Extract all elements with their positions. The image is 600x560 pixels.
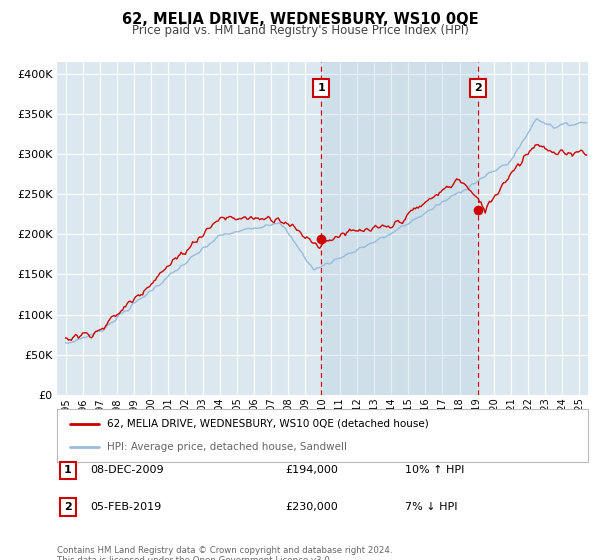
Text: 1: 1: [317, 83, 325, 94]
Text: HPI: Average price, detached house, Sandwell: HPI: Average price, detached house, Sand…: [107, 442, 347, 452]
Text: 62, MELIA DRIVE, WEDNESBURY, WS10 0QE (detached house): 62, MELIA DRIVE, WEDNESBURY, WS10 0QE (d…: [107, 419, 429, 429]
Text: 1: 1: [64, 465, 71, 475]
Text: 2: 2: [64, 502, 71, 512]
Text: Contains HM Land Registry data © Crown copyright and database right 2024.
This d: Contains HM Land Registry data © Crown c…: [57, 546, 392, 560]
Text: 08-DEC-2009: 08-DEC-2009: [90, 465, 164, 475]
Bar: [321, 62, 478, 395]
Text: 62, MELIA DRIVE, WEDNESBURY, WS10 0QE: 62, MELIA DRIVE, WEDNESBURY, WS10 0QE: [122, 12, 478, 27]
Text: 2: 2: [474, 83, 482, 94]
Text: 05-FEB-2019: 05-FEB-2019: [90, 502, 161, 512]
Text: £230,000: £230,000: [285, 502, 338, 512]
Text: Price paid vs. HM Land Registry's House Price Index (HPI): Price paid vs. HM Land Registry's House …: [131, 24, 469, 37]
Text: 10% ↑ HPI: 10% ↑ HPI: [405, 465, 464, 475]
Text: £194,000: £194,000: [285, 465, 338, 475]
Text: 7% ↓ HPI: 7% ↓ HPI: [405, 502, 457, 512]
